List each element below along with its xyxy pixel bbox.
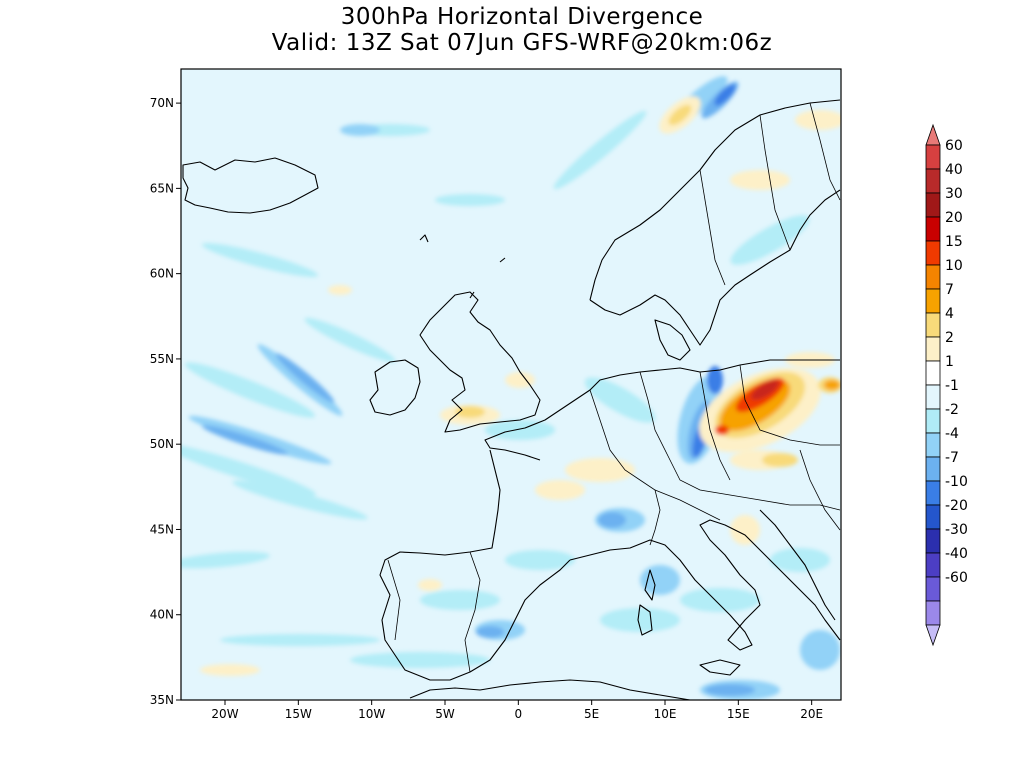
colorbar-level-label: 15 bbox=[945, 234, 963, 250]
colorbar-swatch bbox=[925, 600, 941, 626]
colorbar-swatch bbox=[925, 432, 941, 458]
colorbar-swatch bbox=[925, 216, 941, 242]
colorbar-swatch bbox=[925, 144, 941, 170]
colorbar-max-arrow bbox=[925, 123, 941, 146]
lon-tick-label: 10W bbox=[358, 707, 385, 721]
lat-tick-label: 40N bbox=[150, 608, 174, 622]
lon-tick-label: 15E bbox=[727, 707, 750, 721]
colorbar-level-label: 10 bbox=[945, 258, 963, 274]
colorbar-swatch bbox=[925, 240, 941, 266]
lon-tick-label: 5E bbox=[584, 707, 599, 721]
colorbar-level-label: 40 bbox=[945, 162, 963, 178]
lat-tick-label: 45N bbox=[150, 522, 174, 536]
divergence-field bbox=[181, 76, 841, 700]
colorbar-level-label: 60 bbox=[945, 138, 963, 154]
colorbar-level-label: 2 bbox=[945, 330, 954, 346]
latitude-axis: 70N 65N 60N 55N 50N 45N 40N 35N bbox=[150, 96, 181, 707]
colorbar: 60 40 30 20 15 10 7 4 2 1 -1 -2 -4 -7 -10 -20 -30 -40 -60 bbox=[925, 123, 968, 647]
colorbar-level-label: 30 bbox=[945, 186, 963, 202]
colorbar-swatch bbox=[925, 480, 941, 506]
map-title: 300hPa Horizontal Divergence bbox=[340, 4, 704, 30]
colorbar-level-label: 20 bbox=[945, 210, 963, 226]
colorbar-swatch bbox=[925, 552, 941, 578]
colorbar-swatch bbox=[925, 504, 941, 530]
colorbar-swatch bbox=[925, 360, 941, 386]
map-frame bbox=[180, 68, 842, 701]
colorbar-level-label: -7 bbox=[945, 450, 959, 466]
colorbar-swatch bbox=[925, 576, 941, 602]
colorbar-min-arrow bbox=[925, 624, 941, 647]
colorbar-level-label: 7 bbox=[945, 282, 954, 298]
colorbar-level-label: -1 bbox=[945, 378, 959, 394]
colorbar-swatch bbox=[925, 288, 941, 314]
colorbar-swatch bbox=[925, 456, 941, 482]
lon-tick-label: 10E bbox=[654, 707, 677, 721]
lat-tick-label: 60N bbox=[150, 267, 174, 281]
colorbar-swatch bbox=[925, 264, 941, 290]
lon-tick-label: 5W bbox=[435, 707, 455, 721]
colorbar-level-label: -30 bbox=[945, 522, 968, 538]
lon-tick-label: 15W bbox=[285, 707, 312, 721]
colorbar-swatch bbox=[925, 408, 941, 434]
lat-tick-label: 65N bbox=[150, 181, 174, 195]
map-subtitle: Valid: 13Z Sat 07Jun GFS-WRF@20km:06z bbox=[271, 30, 773, 56]
colorbar-level-label: -10 bbox=[945, 474, 968, 490]
country-borders bbox=[387, 102, 841, 673]
colorbar-swatch bbox=[925, 384, 941, 410]
colorbar-level-label: -40 bbox=[945, 546, 968, 562]
colorbar-swatch bbox=[925, 312, 941, 338]
colorbar-level-label: 4 bbox=[945, 306, 954, 322]
colorbar-level-label: -60 bbox=[945, 570, 968, 586]
coastlines bbox=[182, 99, 841, 700]
colorbar-level-label: 1 bbox=[945, 354, 954, 370]
lat-tick-label: 50N bbox=[150, 437, 174, 451]
colorbar-swatch bbox=[925, 528, 941, 554]
lon-tick-label: 20E bbox=[800, 707, 823, 721]
map-area bbox=[181, 69, 841, 700]
lon-tick-label: 20W bbox=[211, 707, 238, 721]
colorbar-level-label: -2 bbox=[945, 402, 959, 418]
colorbar-level-label: -20 bbox=[945, 498, 968, 514]
longitude-axis: 20W 15W 10W 5W 0 5E 10E 15E 20E bbox=[211, 700, 823, 721]
lon-tick-label: 0 bbox=[515, 707, 523, 721]
lat-tick-label: 55N bbox=[150, 352, 174, 366]
lat-tick-label: 70N bbox=[150, 96, 174, 110]
lat-tick-label: 35N bbox=[150, 693, 174, 707]
colorbar-swatch bbox=[925, 336, 941, 362]
colorbar-swatch bbox=[925, 168, 941, 194]
colorbar-swatch bbox=[925, 192, 941, 218]
colorbar-level-label: -4 bbox=[945, 426, 959, 442]
